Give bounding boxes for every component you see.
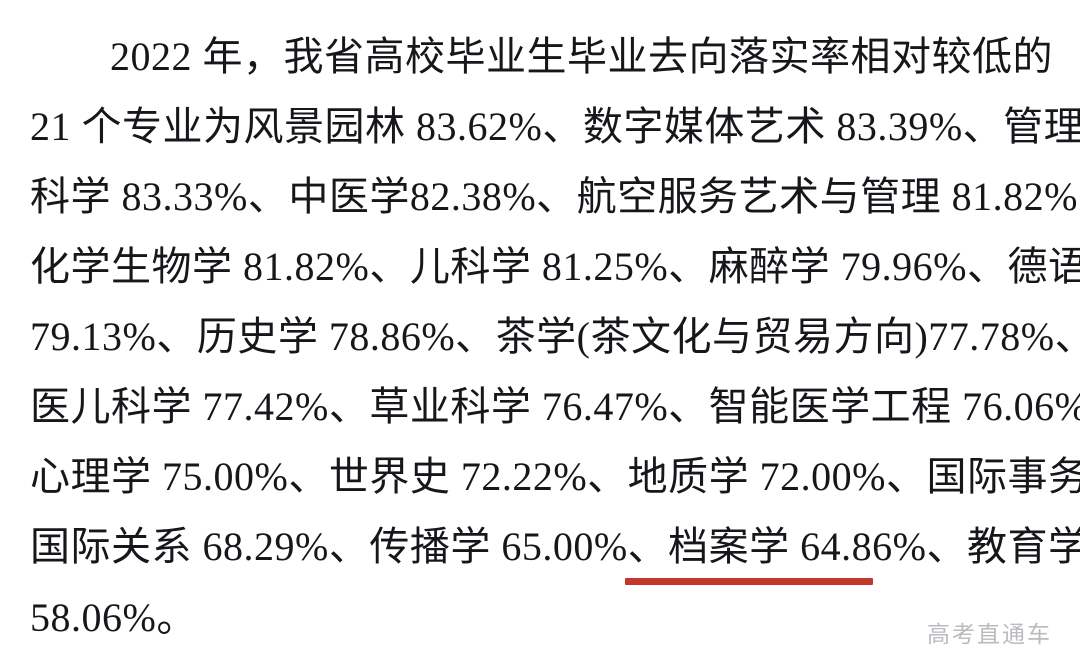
text-line: 科学 83.33%、中医学82.38%、航空服务艺术与管理 81.82%、 bbox=[30, 174, 1080, 219]
text-line: 医儿科学 77.42%、草业科学 76.47%、智能医学工程 76.06%、 bbox=[30, 384, 1080, 429]
text-line: 58.06%。 bbox=[30, 595, 197, 640]
watermark: 高考直通车 bbox=[927, 621, 1052, 647]
text-line: 2022 年，我省高校毕业生毕业去向落实率相对较低的 bbox=[110, 34, 1053, 79]
text-line: 21 个专业为风景园林 83.62%、数字媒体艺术 83.39%、管理 bbox=[30, 104, 1080, 149]
text-line: 国际关系 68.29%、传播学 65.00%、档案学 64.86%、教育学 bbox=[30, 524, 1080, 569]
text-line: 79.13%、历史学 78.86%、茶学(茶文化与贸易方向)77.78%、中 bbox=[30, 314, 1080, 359]
text-line: 化学生物学 81.82%、儿科学 81.25%、麻醉学 79.96%、德语 bbox=[30, 244, 1080, 289]
passage-paragraph: 2022 年，我省高校毕业生毕业去向落实率相对较低的 21 个专业为风景园林 8… bbox=[30, 22, 1080, 654]
red-underline-annotation bbox=[625, 578, 873, 585]
text-line: 心理学 75.00%、世界史 72.22%、地质学 72.00%、国际事务与 bbox=[30, 454, 1080, 499]
